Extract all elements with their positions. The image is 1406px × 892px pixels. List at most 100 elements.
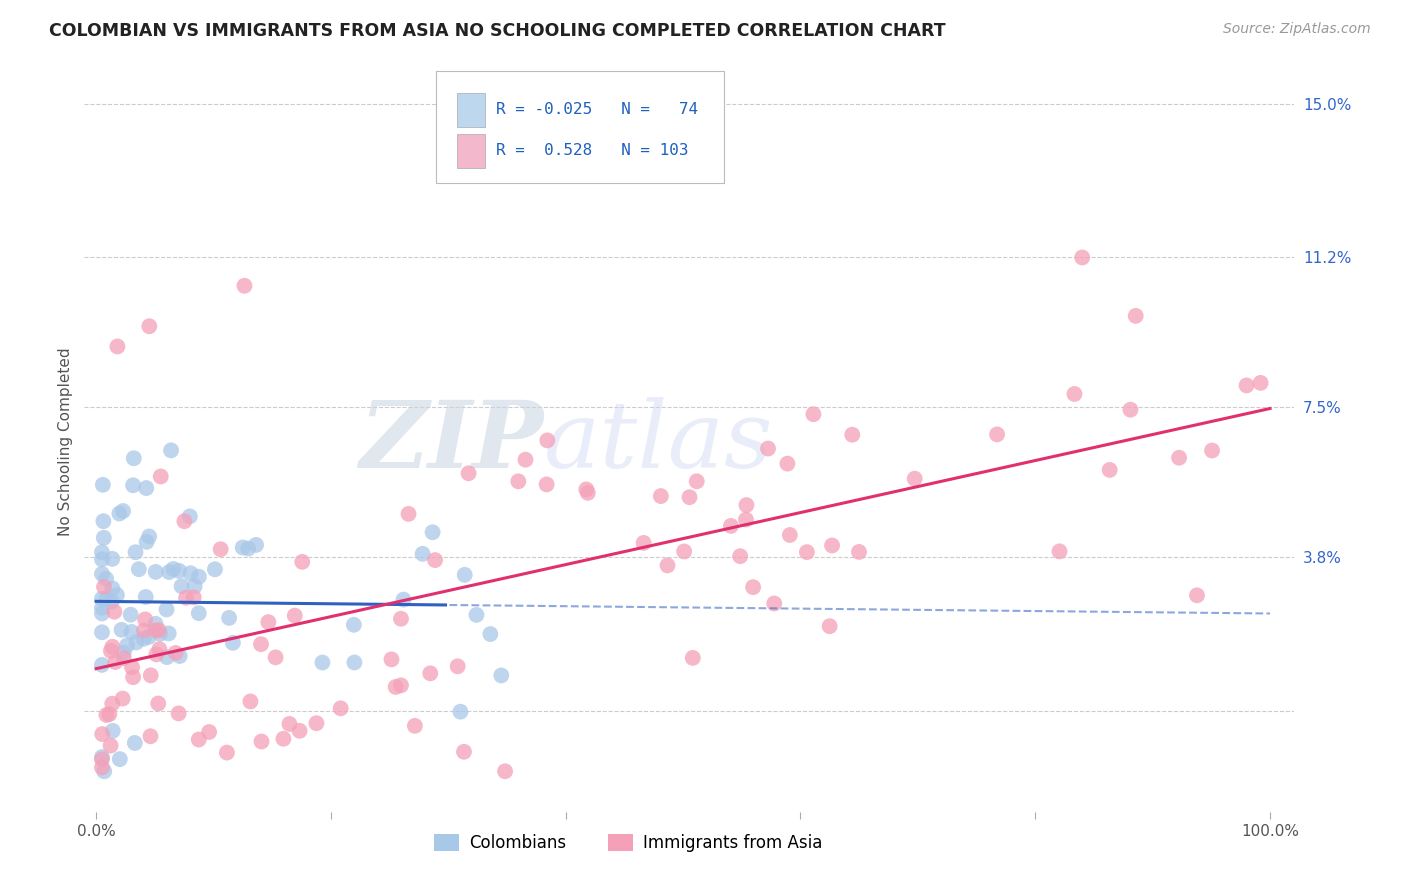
Point [169,648,191,663]
Point [209,542,232,557]
Point [149,627,172,641]
Point [257,615,280,629]
Point [904,472,927,486]
Point [728,549,751,564]
Point [803,407,825,421]
Point [650,489,672,503]
Point [157,565,180,579]
Text: COLOMBIAN VS IMMIGRANTS FROM ASIA NO SCHOOLING COMPLETED CORRELATION CHART: COLOMBIAN VS IMMIGRANTS FROM ASIA NO SCH… [49,22,946,40]
Point [180,566,202,581]
Point [329,701,352,715]
Point [91,625,114,640]
Point [419,666,441,681]
Point [101,697,124,711]
Point [735,512,758,526]
Point [96,591,118,606]
Point [1119,402,1142,417]
Point [103,605,125,619]
Point [343,656,366,670]
Point [278,717,301,731]
Point [138,319,160,334]
Point [250,734,273,748]
Point [115,638,138,652]
Point [105,588,128,602]
Text: ZIP: ZIP [360,397,544,486]
Point [343,617,366,632]
Point [423,553,446,567]
Point [818,619,841,633]
Point [575,483,598,497]
Point [93,514,115,528]
Point [143,624,166,638]
Point [284,608,307,623]
Point [162,562,184,576]
Point [98,707,121,722]
Point [139,668,162,682]
Point [91,600,114,615]
Point [91,760,114,774]
Point [515,452,537,467]
Point [170,579,193,593]
Point [264,650,287,665]
Point [288,723,311,738]
Point [120,607,142,622]
Point [245,538,267,552]
Point [132,624,155,638]
Point [108,507,131,521]
Point [1201,443,1223,458]
Point [174,591,197,605]
Point [173,514,195,528]
Point [756,442,779,456]
Point [222,636,245,650]
Legend: Colombians, Immigrants from Asia: Colombians, Immigrants from Asia [427,828,830,859]
Y-axis label: No Schooling Completed: No Schooling Completed [58,347,73,536]
Point [1049,544,1071,558]
Point [135,534,157,549]
Point [536,434,558,448]
Point [412,547,434,561]
Point [250,637,273,651]
Point [101,582,124,596]
Point [145,616,167,631]
Point [576,485,599,500]
Point [101,723,124,738]
Point [494,764,516,779]
Point [91,752,114,766]
Point [122,451,145,466]
Point [453,745,475,759]
Point [91,750,114,764]
Point [167,706,190,721]
Point [124,545,146,559]
Point [94,572,117,586]
Point [215,746,238,760]
Point [107,339,129,353]
Point [682,651,704,665]
Point [187,606,209,620]
Point [1098,463,1121,477]
Point [96,708,118,723]
Point [657,558,679,573]
Point [187,732,209,747]
Point [93,764,115,779]
Point [1063,387,1085,401]
Point [449,705,471,719]
Point [160,443,183,458]
Point [198,725,221,739]
Point [678,490,700,504]
Point [508,475,530,489]
Point [183,579,205,593]
Point [156,650,179,665]
Point [93,580,115,594]
Point [454,567,477,582]
Text: Source: ZipAtlas.com: Source: ZipAtlas.com [1223,22,1371,37]
Point [233,278,256,293]
Point [91,657,114,672]
Point [1071,251,1094,265]
Point [100,739,122,753]
Point [112,504,135,518]
Point [673,544,696,558]
Point [91,607,114,621]
Point [291,555,314,569]
Point [183,591,205,605]
Point [167,564,190,578]
